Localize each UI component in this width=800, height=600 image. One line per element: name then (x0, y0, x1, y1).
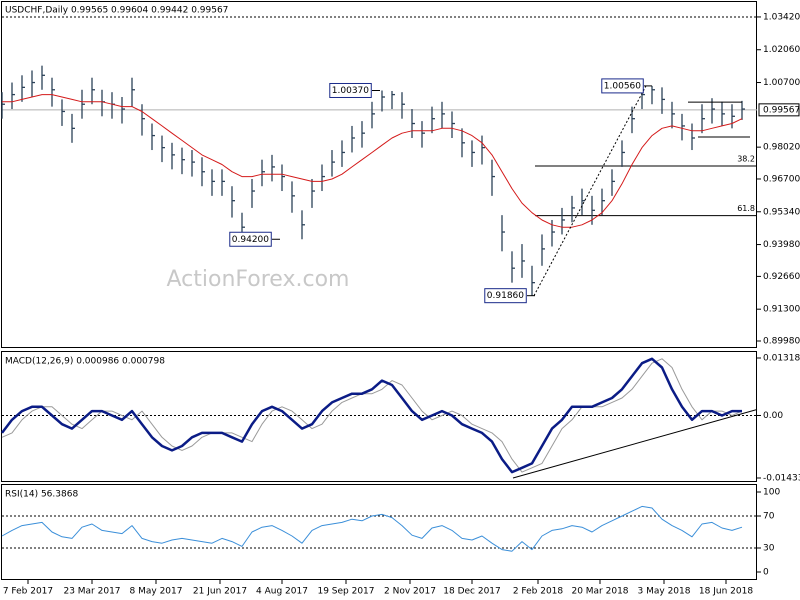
annotation-label: 1.00560 (604, 81, 641, 91)
indicator-line (1, 505, 743, 552)
last-price-label: 0.99567 (763, 105, 800, 115)
y-tick-label: 1.00700 (763, 78, 800, 88)
x-tick-label: 4 Aug 2017 (256, 587, 308, 597)
y-tick-label: 1.03420 (763, 12, 800, 22)
fib-label: 61.8 (737, 204, 755, 213)
rsi-panel (1, 484, 757, 580)
x-tick-label: 18 Dec 2017 (443, 587, 501, 597)
annotation-box (329, 82, 372, 98)
macd-panel (1, 351, 757, 482)
x-tick-label: 19 Sep 2017 (317, 587, 374, 597)
annotation-label: 1.00370 (332, 86, 369, 96)
last-price-box (758, 103, 800, 117)
x-tick-label: 20 Mar 2018 (571, 587, 628, 597)
y-tick-label: 0.92660 (763, 272, 800, 282)
annotation-box (229, 231, 272, 247)
price-title: USDCHF,Daily 0.99565 0.99604 0.99442 0.9… (5, 6, 228, 16)
y-tick-label: 1.02060 (763, 45, 800, 55)
fib-label: 38.2 (737, 154, 755, 163)
y-tick-label: 0.93980 (763, 240, 800, 250)
y-tick-label: 30 (763, 544, 775, 554)
x-tick-label: 21 Jun 2017 (193, 587, 247, 597)
y-tick-label: 70 (763, 512, 775, 522)
x-tick-label: 2 Feb 2018 (513, 587, 564, 597)
y-tick-label: 100 (763, 488, 780, 498)
x-tick-label: 2 Nov 2017 (384, 587, 436, 597)
y-tick-label: -0.014339 (763, 473, 800, 483)
y-tick-label: 0.96700 (763, 174, 800, 184)
annotation-box (484, 288, 527, 304)
macd-title: MACD(12,26,9) 0.000986 0.000798 (5, 357, 165, 367)
x-tick-label: 3 May 2018 (638, 587, 691, 597)
annotation-label: 0.94200 (232, 235, 269, 245)
trendline (512, 409, 758, 479)
price-panel (1, 1, 757, 348)
y-tick-label: 0.00 (763, 411, 783, 421)
y-tick-label: 0 (763, 568, 769, 578)
x-tick-label: 18 Jun 2018 (699, 587, 753, 597)
y-tick-label: 0.91300 (763, 305, 800, 315)
x-tick-label: 8 May 2017 (130, 587, 183, 597)
y-tick-label: 0.95340 (763, 207, 800, 217)
x-tick-label: 23 Mar 2017 (63, 587, 120, 597)
y-tick-label: 0.013184 (763, 353, 800, 363)
y-tick-label: 0.89980 (763, 337, 800, 347)
y-tick-label: 0.98020 (763, 143, 800, 153)
annotation-label: 0.91860 (487, 291, 524, 301)
watermark: ActionForex.com (167, 267, 350, 292)
indicator-line (1, 357, 742, 474)
annotation-box (601, 78, 644, 94)
moving-average (2, 94, 743, 228)
rsi-title: RSI(14) 56.3868 (5, 490, 78, 500)
x-tick-label: 7 Feb 2017 (3, 587, 53, 597)
